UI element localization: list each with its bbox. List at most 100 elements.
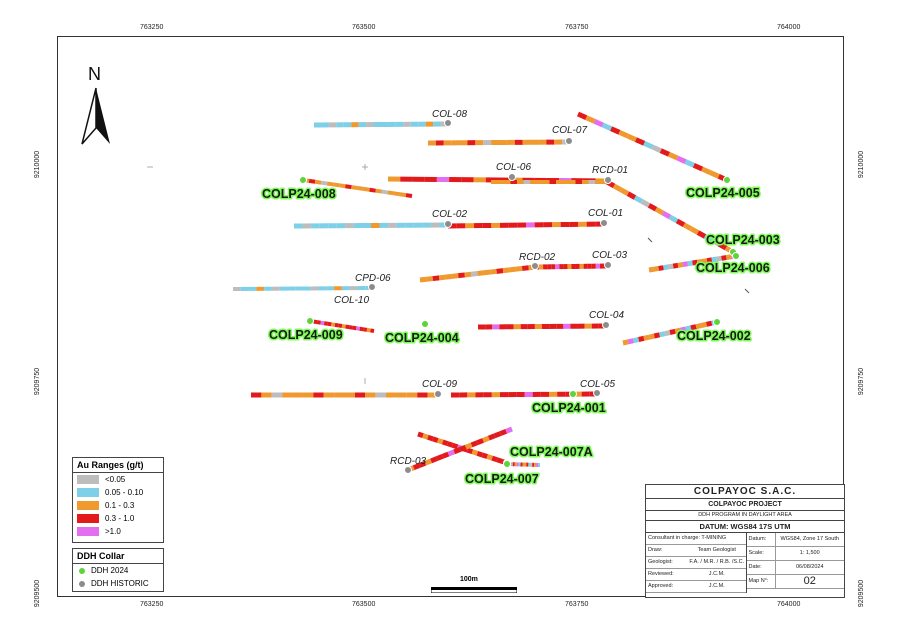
coord-top-763250: 763250: [140, 24, 164, 31]
hole-label-2024: COLP24-001: [532, 401, 606, 415]
ddh-historic-dot-icon: [79, 580, 85, 587]
trace-segment: [445, 273, 453, 280]
trace-segment: [643, 141, 654, 150]
trace-segment: [706, 257, 713, 264]
legend-au-ranges: Au Ranges (g/t) <0.05 0.05 - 0.10 0.1 - …: [72, 457, 164, 543]
trace-segment: [690, 324, 697, 331]
swatch-01-03: [77, 501, 99, 510]
coord-bottom-764000: 764000: [777, 601, 801, 608]
collar-historic-icon: [602, 321, 610, 329]
hole-label-2024: COLP24-003: [706, 233, 780, 247]
trace-segment: [381, 189, 389, 195]
trace-segment: [672, 262, 679, 269]
legend-ddh-collar: DDH Collar DDH 2024 DDH HISTORIC: [72, 548, 164, 592]
trace-segment: [706, 320, 713, 327]
trace-segment: [481, 452, 488, 459]
trace-segment: [626, 191, 637, 200]
trace-segment: [482, 435, 490, 443]
hole-label-2024: COLP24-005: [686, 186, 760, 200]
legend-au-item: 0.05 - 0.10: [73, 486, 163, 499]
coord-bottom-763250: 763250: [140, 601, 164, 608]
coord-top-763750: 763750: [565, 24, 589, 31]
trace-segment: [709, 170, 720, 179]
legend-au-title: Au Ranges (g/t): [73, 458, 163, 473]
trace-segment: [696, 230, 707, 239]
trace-segment: [363, 186, 370, 192]
collars: [299, 119, 740, 474]
trace-segment: [692, 259, 698, 266]
trace-segment: [585, 115, 596, 124]
collar-historic-icon: [404, 466, 412, 474]
coord-bottom-763500: 763500: [352, 601, 376, 608]
trace-segment: [331, 322, 336, 327]
map-frame: [57, 36, 844, 597]
trace-segment: [661, 210, 672, 220]
collar-historic-icon: [434, 390, 442, 398]
trace-segment: [716, 255, 722, 262]
legend-ddh-item: DDH HISTORIC: [73, 577, 163, 590]
collar-2024-icon: [569, 390, 577, 398]
legend-au-item: 0.3 - 1.0: [73, 512, 163, 525]
collar-2024-icon: [299, 176, 307, 184]
trace-segment: [601, 122, 613, 131]
trace-segment: [695, 323, 702, 330]
trace-segment: [509, 266, 517, 273]
swatch-005-010: [77, 488, 99, 497]
misc-marks: [647, 237, 750, 294]
trace-segment: [370, 328, 375, 333]
trace-segment: [339, 183, 346, 189]
hole-label-historic: RCD-02: [519, 252, 556, 263]
trace-segment: [651, 144, 662, 153]
hole-label-historic: RCD-03: [390, 456, 427, 467]
datum-title: DATUM: WGS84 17S UTM: [646, 521, 844, 533]
coord-top-764000: 764000: [777, 24, 801, 31]
program-name: DDH PROGRAM IN DAYLIGHT AREA: [646, 511, 844, 521]
trace-segment: [422, 433, 429, 440]
swatch-gt10: [77, 527, 99, 536]
trace-segment: [432, 275, 440, 282]
swatch-03-10: [77, 514, 99, 523]
hole-label-historic: COL-01: [588, 208, 623, 219]
trace-segment: [466, 447, 474, 455]
trace-segment: [653, 332, 661, 339]
trace-segment: [308, 178, 316, 184]
trace-segment: [515, 265, 523, 272]
geologist-row: Geologist: F.A. / M.R. / R.B. /S.C.: [646, 557, 746, 569]
trace-segment: [316, 320, 321, 325]
collar-historic-icon: [604, 261, 612, 269]
consultant-row: Consultant in charge: T-MINING: [646, 533, 746, 545]
hole-label-historic: COL-09: [422, 379, 457, 390]
trace-segment: [470, 440, 479, 448]
trace-segment: [419, 276, 427, 283]
trace-segment: [464, 271, 472, 278]
trace-segment: [677, 262, 684, 268]
trace-segment: [682, 222, 693, 231]
collar-2024-icon: [732, 252, 740, 260]
trace-segment: [496, 268, 504, 274]
collar-historic-icon: [593, 389, 601, 397]
trace-segment: [418, 460, 427, 468]
map-number-row: Map N°: 02: [746, 575, 844, 589]
trace-segment: [703, 234, 714, 243]
hole-label-historic: COL-06: [496, 162, 531, 173]
trace-segment: [612, 183, 623, 192]
collar-historic-icon: [368, 283, 376, 291]
trace-segment: [675, 218, 686, 227]
trace-segment: [725, 254, 732, 261]
trace-segment: [684, 159, 695, 168]
legend-au-item: 0.1 - 0.3: [73, 499, 163, 512]
trace-segment: [618, 130, 629, 139]
trace-segment: [375, 188, 383, 194]
trace-segment: [334, 322, 339, 328]
trace-segment: [338, 323, 343, 328]
trace-segment: [685, 325, 692, 332]
trace-segment: [721, 255, 727, 261]
hole-label-historic: COL-02: [432, 209, 467, 220]
trace-segment: [647, 203, 658, 212]
collar-2024-icon: [503, 460, 511, 468]
trace-segment: [314, 179, 322, 185]
trace-segment: [441, 439, 449, 447]
trace-segment: [669, 328, 676, 335]
trace-segment: [682, 261, 689, 268]
